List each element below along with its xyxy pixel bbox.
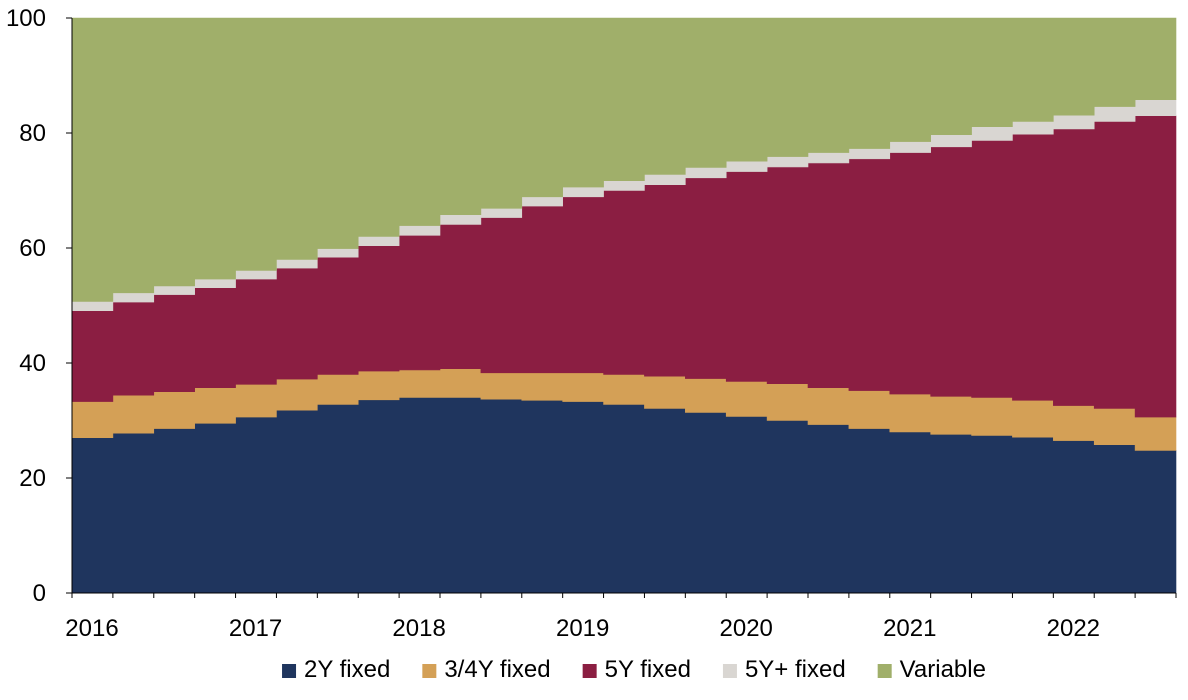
y-tick-label: 20 [19, 465, 46, 492]
axes: 0 20 40 60 80 100 2016 2017 2018 2019 2020 2021 2022 [6, 5, 1177, 642]
x-tick-label: 2018 [392, 615, 445, 642]
legend-label-3-4y-fixed: 3/4Y fixed [444, 656, 550, 683]
x-tick-label: 2022 [1047, 615, 1100, 642]
legend-label-5y-fixed: 5Y fixed [605, 656, 691, 683]
legend-swatch-5y-fixed [582, 664, 597, 678]
legend-swatch-5y-fixed [722, 664, 737, 678]
legend-label-variable: Variable [900, 656, 986, 683]
legend-label-5y-fixed: 5Y+ fixed [745, 656, 846, 683]
legend: 2Y fixed 3/4Y fixed 5Y fixed 5Y+ fixed Varia… [282, 656, 986, 683]
legend-swatch-variable [877, 664, 892, 678]
y-tick-label: 60 [19, 235, 46, 262]
y-tick-label: 40 [19, 350, 46, 377]
legend-label-2y-fixed: 2Y fixed [304, 656, 390, 683]
legend-swatch-3-4y-fixed [422, 664, 437, 678]
x-tick-label: 2016 [65, 615, 118, 642]
x-tick-label: 2017 [229, 615, 282, 642]
legend-swatch-2y-fixed [282, 664, 297, 678]
plot-area [71, 17, 1177, 594]
y-tick-label: 0 [33, 580, 46, 607]
x-tick-label: 2019 [556, 615, 609, 642]
y-tick-label: 100 [6, 5, 46, 32]
y-tick-label: 80 [19, 120, 46, 147]
x-tick-label: 2021 [883, 615, 936, 642]
series-area-variable [71, 17, 1177, 302]
x-tick-label: 2020 [720, 615, 773, 642]
